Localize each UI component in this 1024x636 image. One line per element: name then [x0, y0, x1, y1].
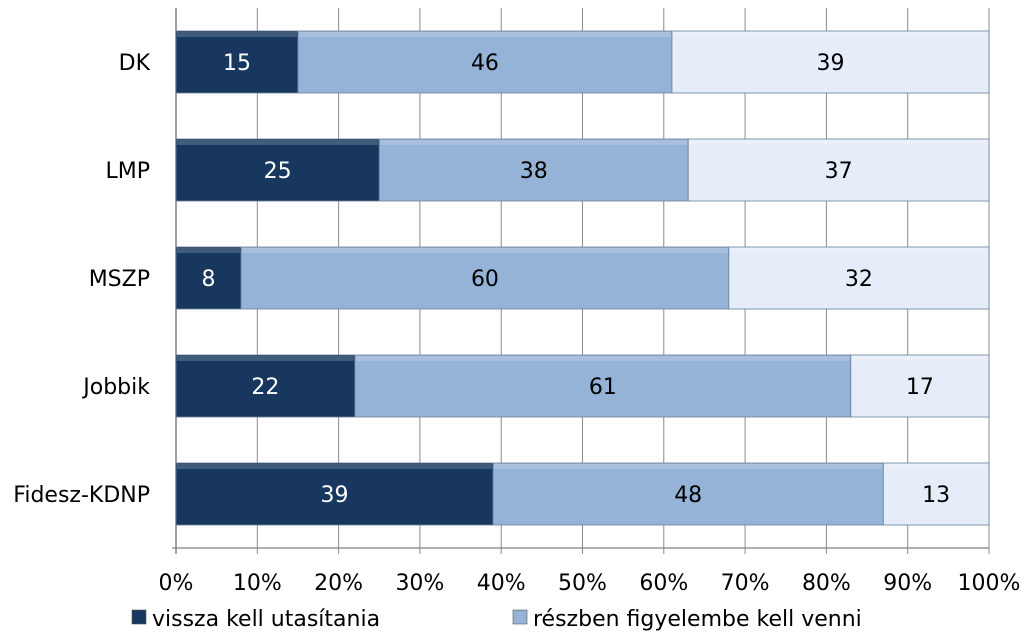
- bar-highlight: [355, 356, 850, 361]
- category-label: MSZP: [89, 267, 150, 292]
- data-label: 39: [321, 483, 349, 508]
- data-label: 22: [251, 375, 279, 400]
- bar-segment: [297, 30, 673, 94]
- bar-highlight: [242, 248, 728, 253]
- x-tick-label: 90%: [883, 571, 932, 596]
- data-label: 39: [816, 51, 844, 76]
- x-tick-label: 10%: [233, 571, 282, 596]
- bar-highlight: [851, 356, 988, 361]
- bar-segment: [175, 246, 242, 310]
- data-label: 25: [264, 159, 292, 184]
- data-label: 8: [202, 267, 216, 292]
- x-tick-label: 0%: [159, 571, 194, 596]
- legend: vissza kell utasítania részben figyelembe…: [131, 607, 862, 632]
- x-tick-label: 20%: [314, 571, 363, 596]
- bar-segment: [175, 462, 494, 526]
- bar-highlight: [494, 464, 883, 469]
- bar-segment: [492, 462, 884, 526]
- category-label: LMP: [105, 159, 150, 184]
- bar-segment: [728, 246, 990, 310]
- x-tick-label: 30%: [395, 571, 444, 596]
- bar-segment: [850, 354, 990, 418]
- bar-highlight: [177, 140, 379, 145]
- bar-segment: [175, 30, 299, 94]
- x-tick-label: 50%: [558, 571, 607, 596]
- data-label: 32: [845, 267, 873, 292]
- bar-highlight: [689, 140, 988, 145]
- data-label: 60: [471, 267, 499, 292]
- bar-segment: [687, 138, 990, 202]
- bar-highlight: [177, 464, 493, 469]
- data-label: 13: [922, 483, 950, 508]
- data-label: 15: [223, 51, 251, 76]
- data-label: 48: [674, 483, 702, 508]
- bar-segment: [175, 354, 356, 418]
- bar-highlight: [729, 248, 988, 253]
- category-labels: DK LMP MSZP Jobbik Fidesz-KDNP: [13, 51, 150, 508]
- x-tick-label: 60%: [639, 571, 688, 596]
- bar-highlight: [177, 248, 241, 253]
- bar-highlight: [177, 32, 297, 37]
- data-label: 46: [471, 51, 499, 76]
- bar-segment: [671, 30, 990, 94]
- data-label: 17: [906, 375, 934, 400]
- category-label: Fidesz-KDNP: [13, 483, 150, 508]
- bar-segment: [354, 354, 852, 418]
- legend-label: részben figyelembe kell venni: [533, 607, 862, 632]
- x-tick-label: 70%: [721, 571, 770, 596]
- bars: 15 46 39 25 38 37 8 60 32 22 61 17 39 48 13: [175, 30, 990, 526]
- bar-highlight: [298, 32, 671, 37]
- x-tick-label: 80%: [802, 571, 851, 596]
- x-tick-label: 40%: [477, 571, 526, 596]
- legend-label: vissza kell utasítania: [152, 607, 380, 632]
- legend-swatch: [512, 609, 528, 625]
- data-label: 38: [520, 159, 548, 184]
- legend-swatch: [131, 609, 147, 625]
- bar-highlight: [884, 464, 988, 469]
- data-label: 37: [825, 159, 853, 184]
- bar-segment: [882, 462, 990, 526]
- bar-segment: [378, 138, 689, 202]
- bar-highlight: [177, 356, 354, 361]
- bar-highlight: [672, 32, 988, 37]
- bar-segment: [240, 246, 730, 310]
- x-tick-label: 100%: [958, 571, 1021, 596]
- category-label: DK: [119, 51, 151, 76]
- data-label: 61: [589, 375, 617, 400]
- category-label: Jobbik: [81, 375, 150, 400]
- x-tick-labels: 0% 10% 20% 30% 40% 50% 60% 70% 80% 90% 100%: [159, 571, 1021, 596]
- bar-segment: [175, 138, 380, 202]
- bar-highlight: [380, 140, 688, 145]
